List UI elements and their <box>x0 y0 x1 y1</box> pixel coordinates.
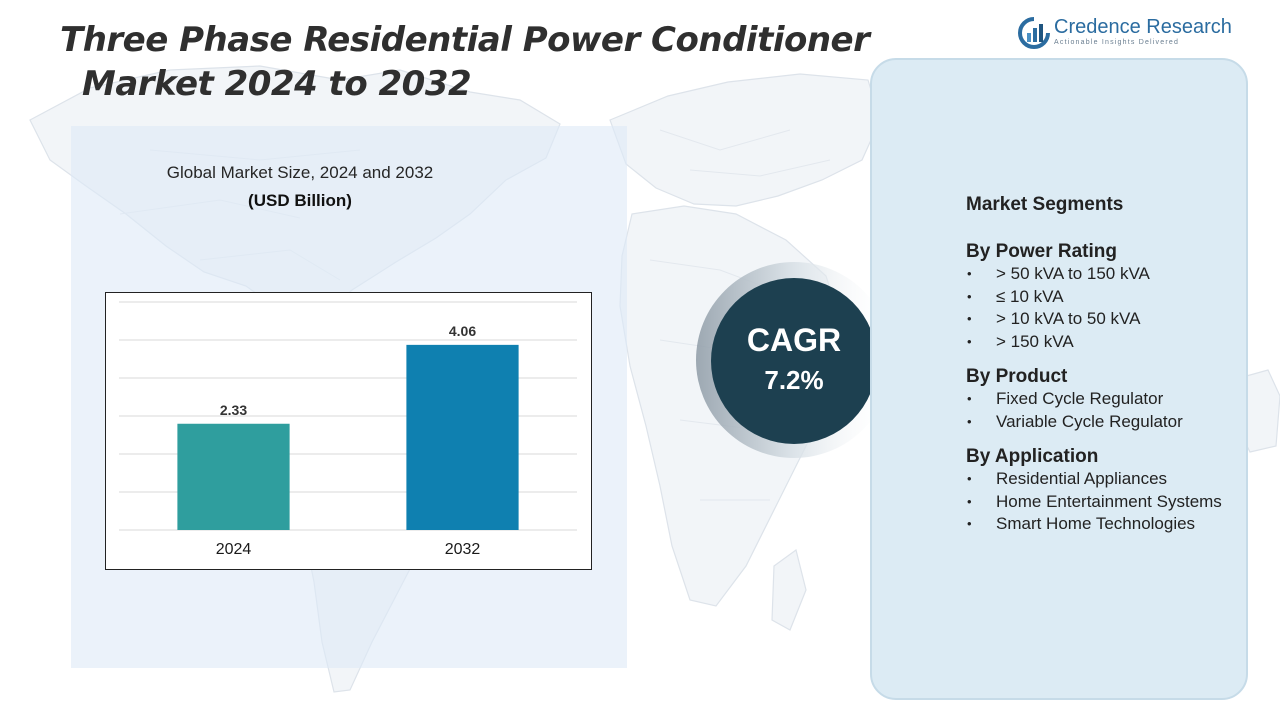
cagr-value: 7.2% <box>764 365 824 395</box>
market-segments: Market Segments By Power Rating > 50 kVA… <box>966 193 1266 549</box>
cagr-badge: CAGR 7.2% <box>711 278 877 444</box>
segment-group-application: By Application Residential Appliances Ho… <box>966 446 1266 536</box>
segment-item: Smart Home Technologies <box>966 513 1266 536</box>
credence-logo-icon <box>1018 17 1050 49</box>
segment-item: Home Entertainment Systems <box>966 491 1266 514</box>
bar-2032 <box>406 344 519 530</box>
segment-item: Residential Appliances <box>966 468 1266 491</box>
data-label-2032: 4.06 <box>449 323 476 339</box>
segment-item: > 50 kVA to 150 kVA <box>966 263 1266 286</box>
logo-name: Credence Research <box>1054 16 1232 38</box>
logo-tagline: Actionable Insights Delivered <box>1054 39 1180 46</box>
x-tick-label-2032: 2032 <box>445 541 481 558</box>
segment-item: Fixed Cycle Regulator <box>966 388 1266 411</box>
cagr-label: CAGR <box>746 322 842 358</box>
segment-group-title: By Application <box>966 446 1099 467</box>
title-line-1: Three Phase Residential Power Conditione… <box>60 20 870 60</box>
segment-item: Variable Cycle Regulator <box>966 411 1266 434</box>
title-line-2: Market 2024 to 2032 <box>82 64 472 104</box>
segment-group-title: By Product <box>966 366 1068 387</box>
segment-group-product: By Product Fixed Cycle Regulator Variabl… <box>966 366 1266 433</box>
segment-group-title: By Power Rating <box>966 241 1117 262</box>
segments-panel <box>870 58 1248 700</box>
segment-item: ≤ 10 kVA <box>966 286 1266 309</box>
credence-research-logo: Credence Research Actionable Insights De… <box>1018 16 1238 50</box>
data-label-2024: 2.33 <box>220 402 247 418</box>
bar-2024 <box>177 423 290 530</box>
bar-chart: 2.33 2024 4.06 2032 <box>105 292 592 570</box>
logo-text: Credence Research Actionable Insights De… <box>1054 16 1232 48</box>
page-title: Three Phase Residential Power Conditione… <box>60 18 870 106</box>
x-tick-label-2024: 2024 <box>216 541 252 558</box>
chart-unit-label: (USD Billion) <box>248 191 352 210</box>
segment-group-power-rating: By Power Rating > 50 kVA to 150 kVA ≤ 10… <box>966 241 1266 353</box>
segment-item: > 10 kVA to 50 kVA <box>966 308 1266 331</box>
segments-heading: Market Segments <box>966 194 1124 215</box>
segment-item: > 150 kVA <box>966 331 1266 354</box>
chart-title: Global Market Size, 2024 and 2032 <box>166 163 434 182</box>
